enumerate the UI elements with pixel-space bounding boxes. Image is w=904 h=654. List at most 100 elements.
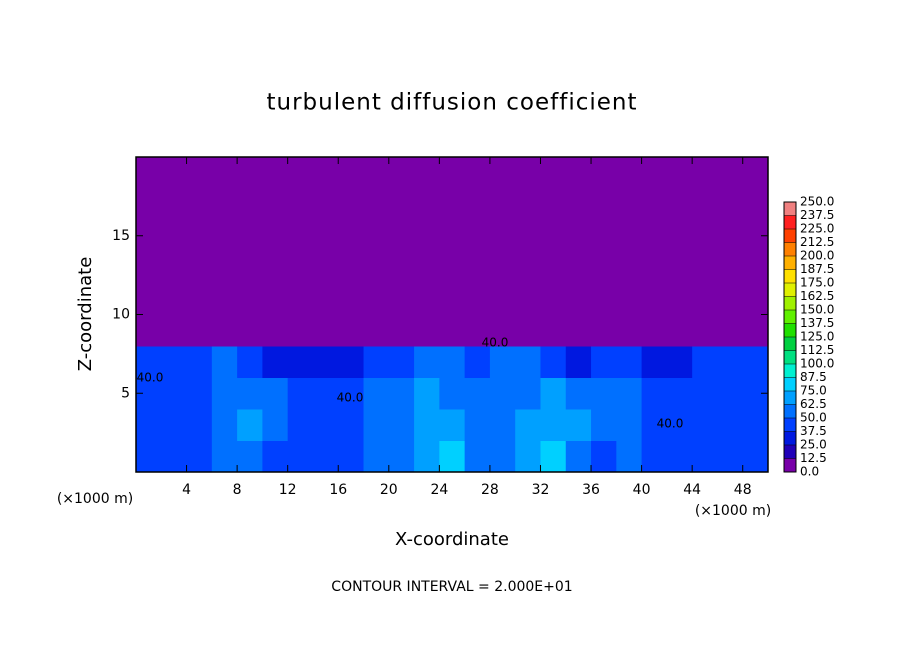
cell	[161, 377, 188, 410]
cell	[692, 283, 718, 315]
colorbar-label: 225.0	[800, 222, 834, 236]
cell	[565, 188, 592, 221]
cell	[692, 346, 718, 378]
cell	[717, 377, 744, 410]
cell	[363, 220, 390, 252]
cell	[666, 346, 693, 378]
cell	[312, 251, 339, 284]
cell	[464, 188, 491, 221]
cell	[161, 188, 188, 221]
cell	[338, 283, 365, 315]
colorbar-swatch	[784, 458, 796, 472]
cell	[211, 251, 238, 284]
cell	[161, 283, 188, 315]
cell	[666, 251, 693, 284]
cell	[338, 251, 365, 284]
cell	[136, 346, 162, 378]
cell	[262, 188, 289, 221]
cell	[540, 157, 567, 189]
colorbar-label: 150.0	[800, 303, 834, 317]
y-unit: (×1000 m)	[57, 491, 133, 507]
cell	[515, 314, 541, 347]
cell	[464, 440, 491, 473]
cell	[414, 188, 440, 221]
cell	[540, 346, 567, 378]
cell	[186, 440, 213, 473]
cell	[161, 314, 188, 347]
cell	[565, 157, 592, 189]
cell	[515, 440, 541, 473]
cell	[464, 251, 491, 284]
cell	[161, 157, 188, 189]
cell	[515, 409, 541, 441]
cell	[565, 314, 592, 347]
cell	[338, 377, 365, 410]
cell	[742, 157, 769, 189]
cell	[666, 440, 693, 473]
cell	[287, 220, 314, 252]
cell	[591, 220, 617, 252]
contour-label: 40.0	[657, 417, 684, 431]
cell	[161, 440, 188, 473]
cell	[414, 440, 440, 473]
cell	[540, 440, 567, 473]
cell	[515, 251, 541, 284]
colorbar-label: 37.5	[800, 424, 827, 438]
colorbar-swatch	[784, 229, 796, 243]
cell	[717, 251, 744, 284]
cell	[666, 314, 693, 347]
cell	[363, 377, 390, 410]
contour-label: 40.0	[337, 391, 364, 405]
x-tick-label: 40	[633, 482, 651, 498]
cell	[237, 409, 263, 441]
cell	[666, 220, 693, 252]
colorbar-label: 237.5	[800, 208, 834, 222]
cell	[565, 251, 592, 284]
colorbar-swatch	[784, 337, 796, 351]
cell	[439, 220, 466, 252]
cell	[742, 251, 769, 284]
cell	[591, 188, 617, 221]
colorbar-label: 200.0	[800, 249, 834, 263]
cell	[540, 188, 567, 221]
colorbar-swatch	[784, 445, 796, 459]
colorbar-label: 0.0	[800, 465, 819, 479]
cell	[262, 440, 289, 473]
cell	[692, 377, 718, 410]
cell	[388, 346, 415, 378]
colorbar-swatch	[784, 269, 796, 283]
colorbar-swatch	[784, 296, 796, 310]
cell	[540, 409, 567, 441]
cell	[591, 251, 617, 284]
x-tick-label: 16	[329, 482, 347, 498]
cell	[161, 346, 188, 378]
cell	[666, 157, 693, 189]
colorbar-swatch	[784, 215, 796, 229]
cell	[692, 220, 718, 252]
colorbar-label: 175.0	[800, 276, 834, 290]
cell	[717, 188, 744, 221]
cell	[287, 314, 314, 347]
cell	[666, 377, 693, 410]
cell	[565, 377, 592, 410]
cell	[439, 157, 466, 189]
x-tick-label: 36	[582, 482, 600, 498]
cell	[363, 314, 390, 347]
x-tick-label: 28	[481, 482, 499, 498]
colorbar-label: 25.0	[800, 438, 827, 452]
cell	[136, 440, 162, 473]
cell	[136, 251, 162, 284]
cell	[312, 220, 339, 252]
cell	[363, 346, 390, 378]
colorbar-swatch	[784, 256, 796, 270]
cell	[540, 377, 567, 410]
x-tick-label: 48	[734, 482, 752, 498]
cell	[363, 409, 390, 441]
cell	[641, 157, 668, 189]
cell	[717, 283, 744, 315]
cell	[414, 409, 440, 441]
cell	[237, 346, 263, 378]
y-tick-label: 10	[112, 307, 130, 323]
cell	[439, 188, 466, 221]
cell	[287, 283, 314, 315]
